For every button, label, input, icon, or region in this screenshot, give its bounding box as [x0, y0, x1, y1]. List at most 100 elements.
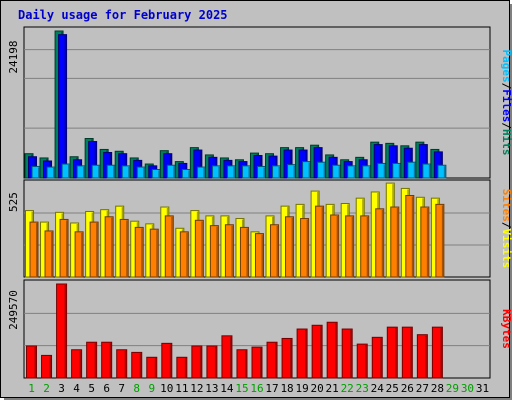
- bar-shade: [124, 350, 127, 378]
- bar-kbytes-day-8: [131, 351, 143, 379]
- bar-shade: [413, 163, 416, 178]
- bar-sites-day-24: [375, 208, 385, 278]
- bar-shade: [64, 35, 67, 178]
- day-label-2: 2: [43, 382, 50, 395]
- bar-shade: [306, 219, 309, 277]
- bar-shade: [199, 151, 202, 178]
- bar-shade: [244, 350, 247, 378]
- bar-shade: [188, 170, 190, 178]
- bar-shade: [158, 170, 160, 178]
- day-label-28: 28: [431, 382, 444, 395]
- bar-kbytes-day-4: [71, 349, 83, 379]
- bar-sites-day-7: [119, 218, 129, 278]
- bar-shade: [275, 343, 277, 378]
- bar-shade: [156, 230, 158, 277]
- day-label-22: 22: [341, 382, 354, 395]
- legend-item: /: [500, 83, 512, 90]
- bar-shade: [278, 166, 281, 178]
- legend-item: Sites: [500, 189, 512, 222]
- bar-shade: [321, 207, 324, 277]
- bar-shade: [410, 328, 412, 378]
- bar-shade: [350, 330, 352, 378]
- bar-shade: [425, 335, 427, 378]
- legend-item: KBytes: [500, 309, 512, 349]
- bar-kbytes-day-11: [176, 356, 188, 379]
- bar-shade: [111, 217, 113, 277]
- bar-shade: [233, 166, 235, 178]
- frame-shadow: [510, 4, 512, 400]
- bar-shade: [201, 221, 203, 277]
- bar-kbytes-day-28: [431, 326, 443, 379]
- bar-sites-day-17: [270, 224, 280, 278]
- bar-kbytes-day-25: [386, 326, 398, 379]
- day-label-24: 24: [371, 382, 385, 395]
- bar-shade: [365, 345, 367, 378]
- bar-shade: [305, 330, 307, 378]
- bar-shade: [96, 223, 98, 277]
- day-label-1: 1: [28, 382, 35, 395]
- bar-shade: [169, 344, 172, 378]
- bar-kbytes-day-14: [221, 335, 233, 379]
- bar-sites-day-19: [300, 218, 310, 278]
- bar-sites-day-5: [89, 221, 99, 278]
- legend-item: Visits: [500, 229, 512, 269]
- bar-shade: [441, 205, 444, 277]
- legend-top: Pages/Files/Hits: [500, 50, 512, 156]
- legend-item: Hits: [500, 129, 512, 156]
- bar-sites-day-28: [435, 203, 445, 278]
- day-label-15: 15: [235, 382, 248, 395]
- bar-shade: [81, 232, 83, 277]
- bar-shade: [396, 208, 399, 277]
- bar-kbytes-day-15: [236, 349, 248, 379]
- bar-shade: [338, 166, 341, 178]
- bar-sites-day-2: [44, 230, 54, 278]
- bar-shade: [246, 228, 248, 277]
- bar-shade: [139, 353, 142, 378]
- bar-shade: [248, 166, 250, 178]
- y-max-label: 249570: [7, 290, 20, 330]
- bar-sites-day-12: [194, 219, 204, 278]
- bar-shade: [366, 216, 369, 277]
- day-label-20: 20: [311, 382, 324, 395]
- bar-kbytes-day-18: [281, 337, 293, 379]
- bar-sites-day-1: [29, 221, 39, 278]
- bar-shade: [79, 350, 82, 378]
- bar-shade: [141, 228, 143, 277]
- bar-sites-day-21: [330, 214, 340, 278]
- bar-shade: [380, 338, 382, 378]
- bar-sites-day-11: [179, 231, 189, 278]
- y-max-label: 525: [7, 192, 20, 212]
- bar-shade: [199, 346, 202, 378]
- legend-item: /: [500, 122, 512, 129]
- bar-shade: [440, 328, 442, 378]
- bar-sites-day-3: [59, 218, 69, 278]
- day-label-26: 26: [401, 382, 414, 395]
- bar-shade: [203, 168, 205, 178]
- bar-shade: [143, 168, 145, 178]
- bar-sites-day-15: [239, 226, 249, 278]
- bar-shade: [229, 336, 232, 378]
- bar-sites-day-20: [315, 205, 325, 278]
- day-label-4: 4: [73, 382, 80, 395]
- bar-kbytes-day-12: [191, 345, 203, 379]
- bar-shade: [381, 209, 384, 277]
- day-label-21: 21: [326, 382, 339, 395]
- day-label-31: 31: [476, 382, 489, 395]
- bar-shade: [66, 220, 68, 277]
- bar-shade: [380, 145, 382, 178]
- bar-shade: [335, 323, 337, 378]
- bar-sites-day-14: [224, 224, 234, 278]
- bar-sites-day-18: [285, 216, 295, 278]
- day-label-12: 12: [190, 382, 203, 395]
- bar-kbytes-day-7: [116, 349, 128, 379]
- bar-kbytes-day-5: [86, 341, 98, 379]
- bar-shade: [218, 166, 220, 178]
- legend-middle: Sites/Visits: [500, 189, 512, 269]
- legend-item: /: [500, 222, 512, 229]
- bar-shade: [94, 343, 97, 378]
- day-label-9: 9: [148, 382, 155, 395]
- day-label-17: 17: [265, 382, 278, 395]
- bar-sites-day-23: [360, 215, 370, 278]
- day-label-13: 13: [205, 382, 218, 395]
- bar-kbytes-day-23: [356, 343, 368, 379]
